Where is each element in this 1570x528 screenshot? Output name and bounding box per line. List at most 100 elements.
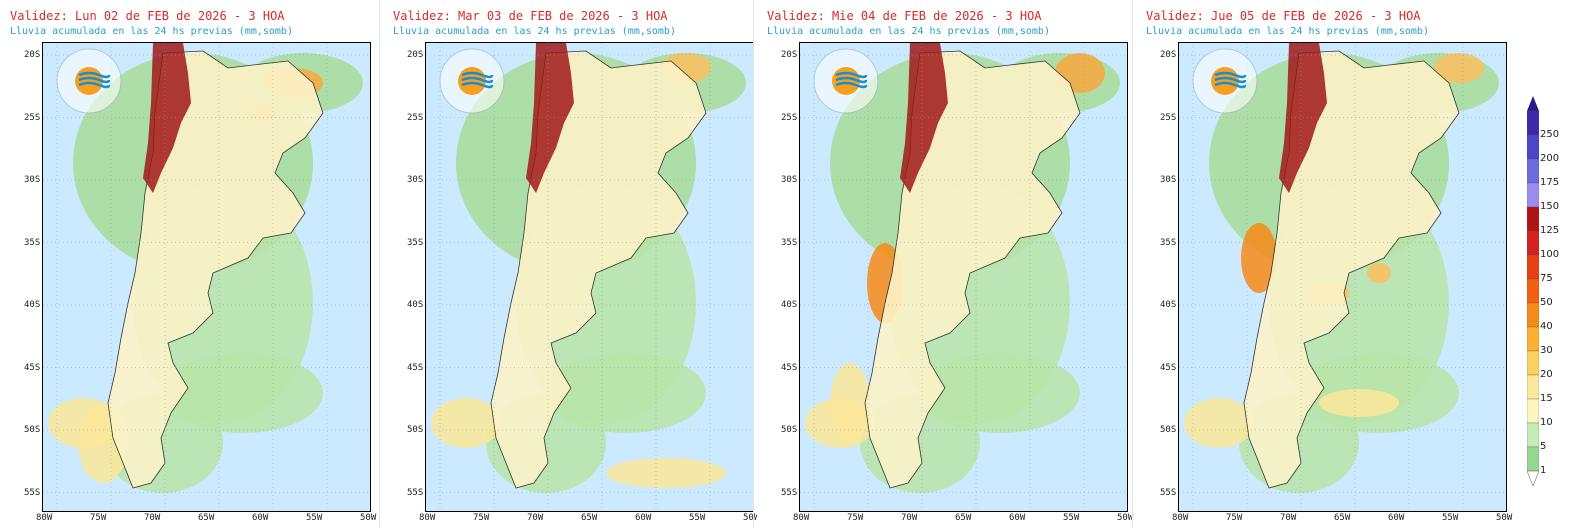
latitude-label: 35S — [781, 237, 798, 248]
latitude-label: 20S — [407, 50, 424, 60]
smn-logo — [439, 48, 505, 114]
longitude-label: 60W — [1009, 513, 1026, 523]
colorbar-segment — [1526, 158, 1540, 184]
longitude-label: 60W — [1388, 513, 1405, 523]
colorbar-label: 15 — [1540, 393, 1553, 404]
colorbar-label: 150 — [1540, 201, 1560, 212]
latitude-label: 50S — [1160, 425, 1177, 435]
precipitation-map — [799, 42, 1128, 512]
longitude-label: 80W — [36, 513, 53, 523]
andes-terrain — [900, 43, 948, 193]
latitude-label: 45S — [24, 362, 41, 373]
colorbar-label: 20 — [1540, 369, 1553, 380]
colorbar-label: 250 — [1540, 129, 1560, 140]
precipitation-map — [1178, 42, 1507, 512]
longitude-label: 50W — [1496, 513, 1513, 523]
rain-field — [1241, 223, 1277, 293]
panel-title: Validez: Mie 04 de FEB de 2026 - 3 HOA — [767, 9, 1042, 23]
colorbar-segment — [1526, 254, 1540, 280]
colorbar-segment — [1526, 326, 1540, 352]
longitude-label: 70W — [527, 513, 544, 523]
colorbar-segment — [1526, 134, 1540, 160]
panel-title: Validez: Jue 05 de FEB de 2026 - 3 HOA — [1146, 9, 1421, 23]
longitude-label: 65W — [955, 513, 972, 523]
longitude-label: 75W — [90, 513, 107, 523]
smn-logo — [813, 48, 879, 114]
rain-field — [1434, 53, 1484, 83]
colorbar-segment — [1526, 350, 1540, 376]
longitude-label: 70W — [144, 513, 161, 523]
longitude-label: 70W — [901, 513, 918, 523]
rain-field — [546, 353, 706, 433]
colorbar-segment — [1526, 230, 1540, 256]
longitude-label: 65W — [198, 513, 215, 523]
longitude-label: 50W — [743, 513, 760, 523]
longitude-label: 60W — [252, 513, 269, 523]
colorbar-label: 100 — [1540, 249, 1560, 260]
rain-field — [1184, 398, 1254, 448]
longitude-label: 55W — [1063, 513, 1080, 523]
latitude-label: 25S — [781, 112, 798, 123]
latitude-label: 50S — [407, 425, 424, 435]
precipitation-map — [425, 42, 754, 512]
longitude-label: 50W — [360, 513, 377, 523]
latitude-label: 25S — [407, 112, 424, 123]
latitude-label: 45S — [407, 362, 424, 373]
panel-separator — [1132, 0, 1133, 528]
panel-subtitle: Lluvia acumulada en las 24 hs previas (m… — [393, 26, 676, 37]
longitude-label: 65W — [1334, 513, 1351, 523]
longitude-label: 60W — [635, 513, 652, 523]
rain-field — [431, 398, 501, 448]
colorbar-segment — [1526, 398, 1540, 424]
longitude-label: 50W — [1117, 513, 1134, 523]
colorbar-label: 50 — [1540, 297, 1553, 308]
longitude-label: 80W — [1172, 513, 1189, 523]
latitude-label: 45S — [1160, 362, 1177, 373]
panel-separator — [753, 0, 754, 528]
latitude-label: 55S — [24, 487, 41, 498]
panel-subtitle: Lluvia acumulada en las 24 hs previas (m… — [1146, 26, 1429, 37]
latitude-label: 30S — [24, 175, 41, 185]
precipitation-map — [42, 42, 371, 512]
longitude-label: 55W — [689, 513, 706, 523]
longitude-label: 75W — [473, 513, 490, 523]
colorbar-segment — [1526, 206, 1540, 232]
map-panel-4: Validez: Jue 05 de FEB de 2026 - 3 HOA Ll… — [1136, 0, 1513, 528]
colorbar-segment — [1526, 278, 1540, 304]
colorbar-label: 40 — [1540, 321, 1553, 332]
latitude-label: 50S — [781, 425, 798, 435]
longitude-label: 70W — [1280, 513, 1297, 523]
panel-subtitle: Lluvia acumulada en las 24 hs previas (m… — [10, 26, 293, 37]
colorbar-label: 30 — [1540, 345, 1553, 356]
panel-separator — [379, 0, 380, 528]
latitude-label: 50S — [24, 425, 41, 435]
panel-subtitle: Lluvia acumulada en las 24 hs previas (m… — [767, 26, 1050, 37]
longitude-label: 55W — [1442, 513, 1459, 523]
latitude-label: 40S — [1160, 300, 1177, 310]
colorbar-label: 10 — [1540, 417, 1553, 428]
colorbar-segment — [1526, 374, 1540, 400]
latitude-label: 40S — [24, 300, 41, 310]
latitude-label: 20S — [1160, 50, 1177, 60]
colorbar-segment — [1526, 446, 1540, 472]
rain-field — [1367, 263, 1391, 283]
longitude-label: 65W — [581, 513, 598, 523]
rain-field — [1319, 389, 1399, 417]
panel-title: Validez: Mar 03 de FEB de 2026 - 3 HOA — [393, 9, 668, 23]
colorbar-label: 75 — [1540, 273, 1553, 284]
latitude-label: 35S — [407, 237, 424, 248]
latitude-label: 40S — [781, 300, 798, 310]
colorbar-label: 200 — [1540, 153, 1560, 164]
latitude-label: 25S — [1160, 112, 1177, 123]
panel-title: Validez: Lun 02 de FEB de 2026 - 3 HOA — [10, 9, 285, 23]
colorbar-top-arrow — [1527, 96, 1539, 111]
latitude-label: 55S — [1160, 487, 1177, 498]
colorbar-segment — [1526, 110, 1540, 136]
andes-terrain — [143, 43, 191, 193]
latitude-label: 20S — [781, 50, 798, 60]
smn-logo — [56, 48, 122, 114]
longitude-label: 80W — [419, 513, 436, 523]
longitude-label: 55W — [306, 513, 323, 523]
map-panel-3: Validez: Mie 04 de FEB de 2026 - 3 HOA Ll… — [757, 0, 1134, 528]
colorbar-label: 175 — [1540, 177, 1560, 188]
